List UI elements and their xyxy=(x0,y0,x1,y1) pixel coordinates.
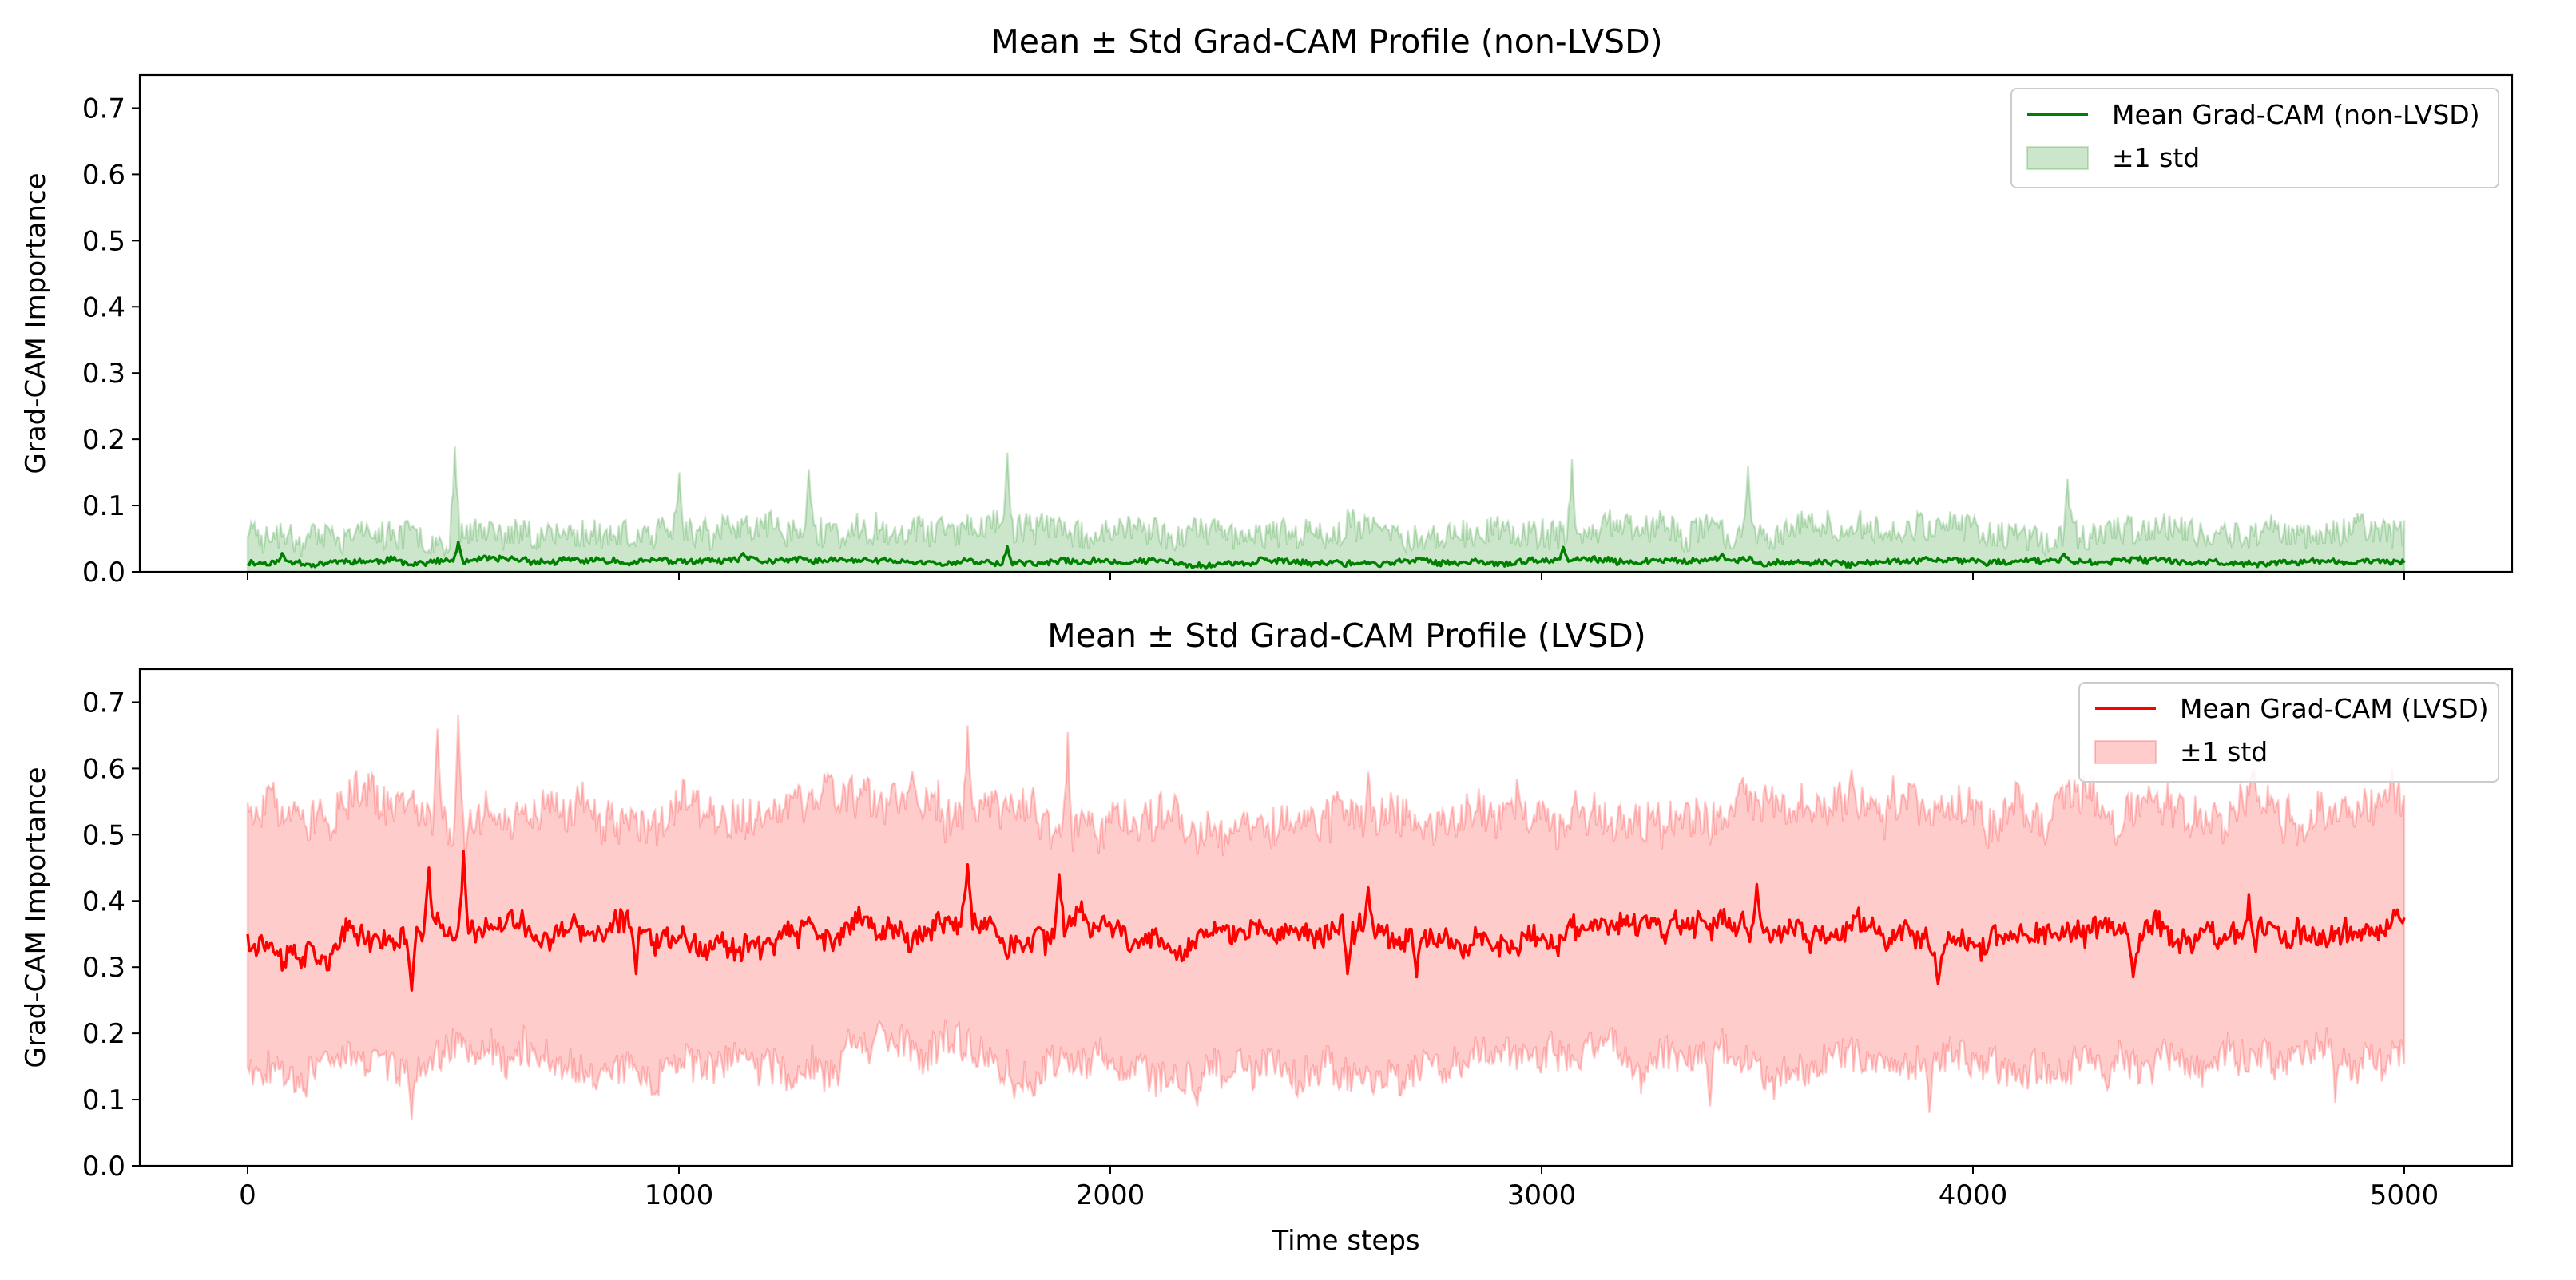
y-tick-label: 0.0 xyxy=(82,1151,125,1183)
x-axis: 0 1000 2000 3000 4000 5000 xyxy=(239,1166,2439,1211)
x-tick-label: 5000 xyxy=(2370,1179,2439,1211)
x-tick-label: 0 xyxy=(239,1179,256,1211)
std-band-lvsd xyxy=(246,715,2406,1120)
y-tick-label: 0.7 xyxy=(82,687,125,719)
x-tick-label: 2000 xyxy=(1076,1179,1145,1211)
legend-frame xyxy=(2010,88,2499,188)
plot-frame xyxy=(138,73,2514,573)
chart-nonlvsd: Mean ± Std Grad-CAM Profile (non-LVSD) 0… xyxy=(20,22,2514,588)
y-tick-label: 0.6 xyxy=(82,753,125,785)
y-tick-label: 0.0 xyxy=(82,557,125,588)
x-tick-label: 4000 xyxy=(1939,1179,2008,1211)
x-tick-label: 1000 xyxy=(645,1179,714,1211)
legend-frame xyxy=(2078,682,2499,783)
y-tick-label: 0.6 xyxy=(82,159,125,191)
y-axis-label: Grad-CAM Importance xyxy=(20,173,52,474)
y-tick-label: 0.2 xyxy=(82,1018,125,1050)
chart-title: Mean ± Std Grad-CAM Profile (non-LVSD) xyxy=(990,22,1662,61)
y-tick-label: 0.3 xyxy=(82,952,125,984)
legend: Mean Grad-CAM (LVSD) ±1 std xyxy=(2078,682,2499,783)
y-tick-label: 0.5 xyxy=(82,819,125,851)
std-band-nonlvsd xyxy=(246,446,2406,573)
std-band-area xyxy=(246,715,2406,1120)
chart-lvsd: Mean ± Std Grad-CAM Profile (LVSD) 0.00.… xyxy=(20,616,2514,1257)
legend-label-std-nonlvsd: ±1 std xyxy=(2112,142,2200,173)
y-axis: 0.0 0.1 0.2 0.3 0.4 0.5 0.6 0.7 xyxy=(82,687,140,1183)
y-axis: 0.0 0.1 0.2 0.3 0.4 0.5 0.6 0.7 xyxy=(82,93,140,588)
mean-line-nonlvsd xyxy=(246,541,2406,570)
x-axis xyxy=(247,572,2405,580)
plot-frame xyxy=(138,668,2514,1167)
mean-line-path xyxy=(246,850,2406,992)
y-tick-label: 0.1 xyxy=(82,1084,125,1116)
y-tick-label: 0.2 xyxy=(82,424,125,456)
mean-line-lvsd xyxy=(246,850,2406,992)
legend-swatch-std-nonlvsd xyxy=(2026,146,2089,170)
chart-title: Mean ± Std Grad-CAM Profile (LVSD) xyxy=(1047,616,1645,655)
y-tick-label: 0.7 xyxy=(82,93,125,125)
legend-label-std-lvsd: ±1 std xyxy=(2180,736,2268,767)
x-axis-label: Time steps xyxy=(1271,1225,1419,1257)
x-tick-label: 3000 xyxy=(1507,1179,1577,1211)
y-tick-label: 0.4 xyxy=(82,291,125,323)
y-axis-label: Grad-CAM Importance xyxy=(20,767,52,1068)
legend: Mean Grad-CAM (non-LVSD) ±1 std xyxy=(2010,88,2499,188)
legend-label-mean-lvsd: Mean Grad-CAM (LVSD) xyxy=(2180,693,2489,724)
y-tick-label: 0.1 xyxy=(82,490,125,522)
y-tick-label: 0.5 xyxy=(82,225,125,257)
y-tick-label: 0.4 xyxy=(82,886,125,917)
y-tick-label: 0.3 xyxy=(82,358,125,390)
std-band-area xyxy=(246,446,2406,573)
mean-line-path xyxy=(246,541,2406,570)
legend-swatch-std-lvsd xyxy=(2094,740,2157,764)
legend-label-mean-nonlvsd: Mean Grad-CAM (non-LVSD) xyxy=(2112,99,2480,130)
